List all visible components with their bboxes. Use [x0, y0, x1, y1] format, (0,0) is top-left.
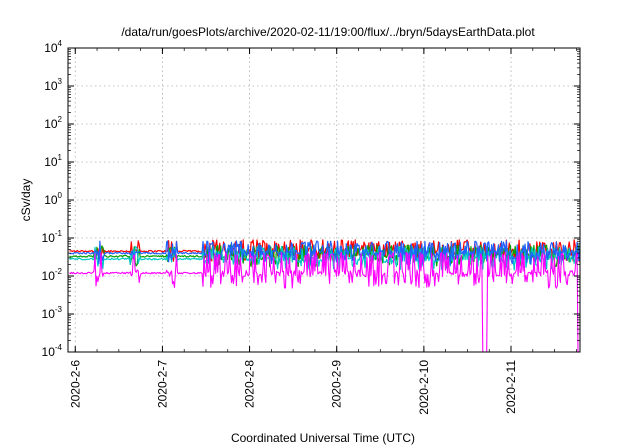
y-tick-label: 10-1	[42, 229, 63, 245]
series-line	[69, 251, 580, 353]
y-tick-label: 102	[44, 115, 62, 131]
axis-ticks	[68, 47, 580, 353]
y-axis-label: cSv/day	[19, 179, 33, 222]
y-tick-label: 10-4	[42, 343, 63, 359]
series-group	[69, 239, 581, 353]
y-tick-label: 100	[44, 191, 62, 207]
grid-lines	[68, 48, 580, 352]
x-tick-labels: 2020-2-6 2020-2-7 2020-2-8 2020-2-9 2020-2-1…	[68, 360, 518, 415]
y-tick-label: 101	[44, 153, 62, 169]
y-tick-label: 10-3	[42, 305, 63, 321]
x-axis-label: Coordinated Universal Time (UTC)	[231, 431, 415, 445]
x-tick-label: 2020-2-10	[417, 360, 431, 415]
x-tick-label: 2020-2-7	[155, 360, 169, 408]
y-tick-labels: 10-4 10-3 10-2 10-1 100 101 102 103 104	[42, 39, 63, 359]
x-tick-label: 2020-2-8	[243, 360, 257, 408]
y-tick-label: 103	[44, 77, 62, 93]
chart-title: /data/run/goesPlots/archive/2020-02-11/1…	[121, 25, 535, 39]
y-tick-label: 104	[44, 39, 62, 55]
x-tick-label: 2020-2-11	[504, 360, 518, 414]
x-tick-label: 2020-2-6	[68, 360, 82, 408]
x-tick-label: 2020-2-9	[330, 360, 344, 408]
y-tick-label: 10-2	[42, 267, 63, 283]
